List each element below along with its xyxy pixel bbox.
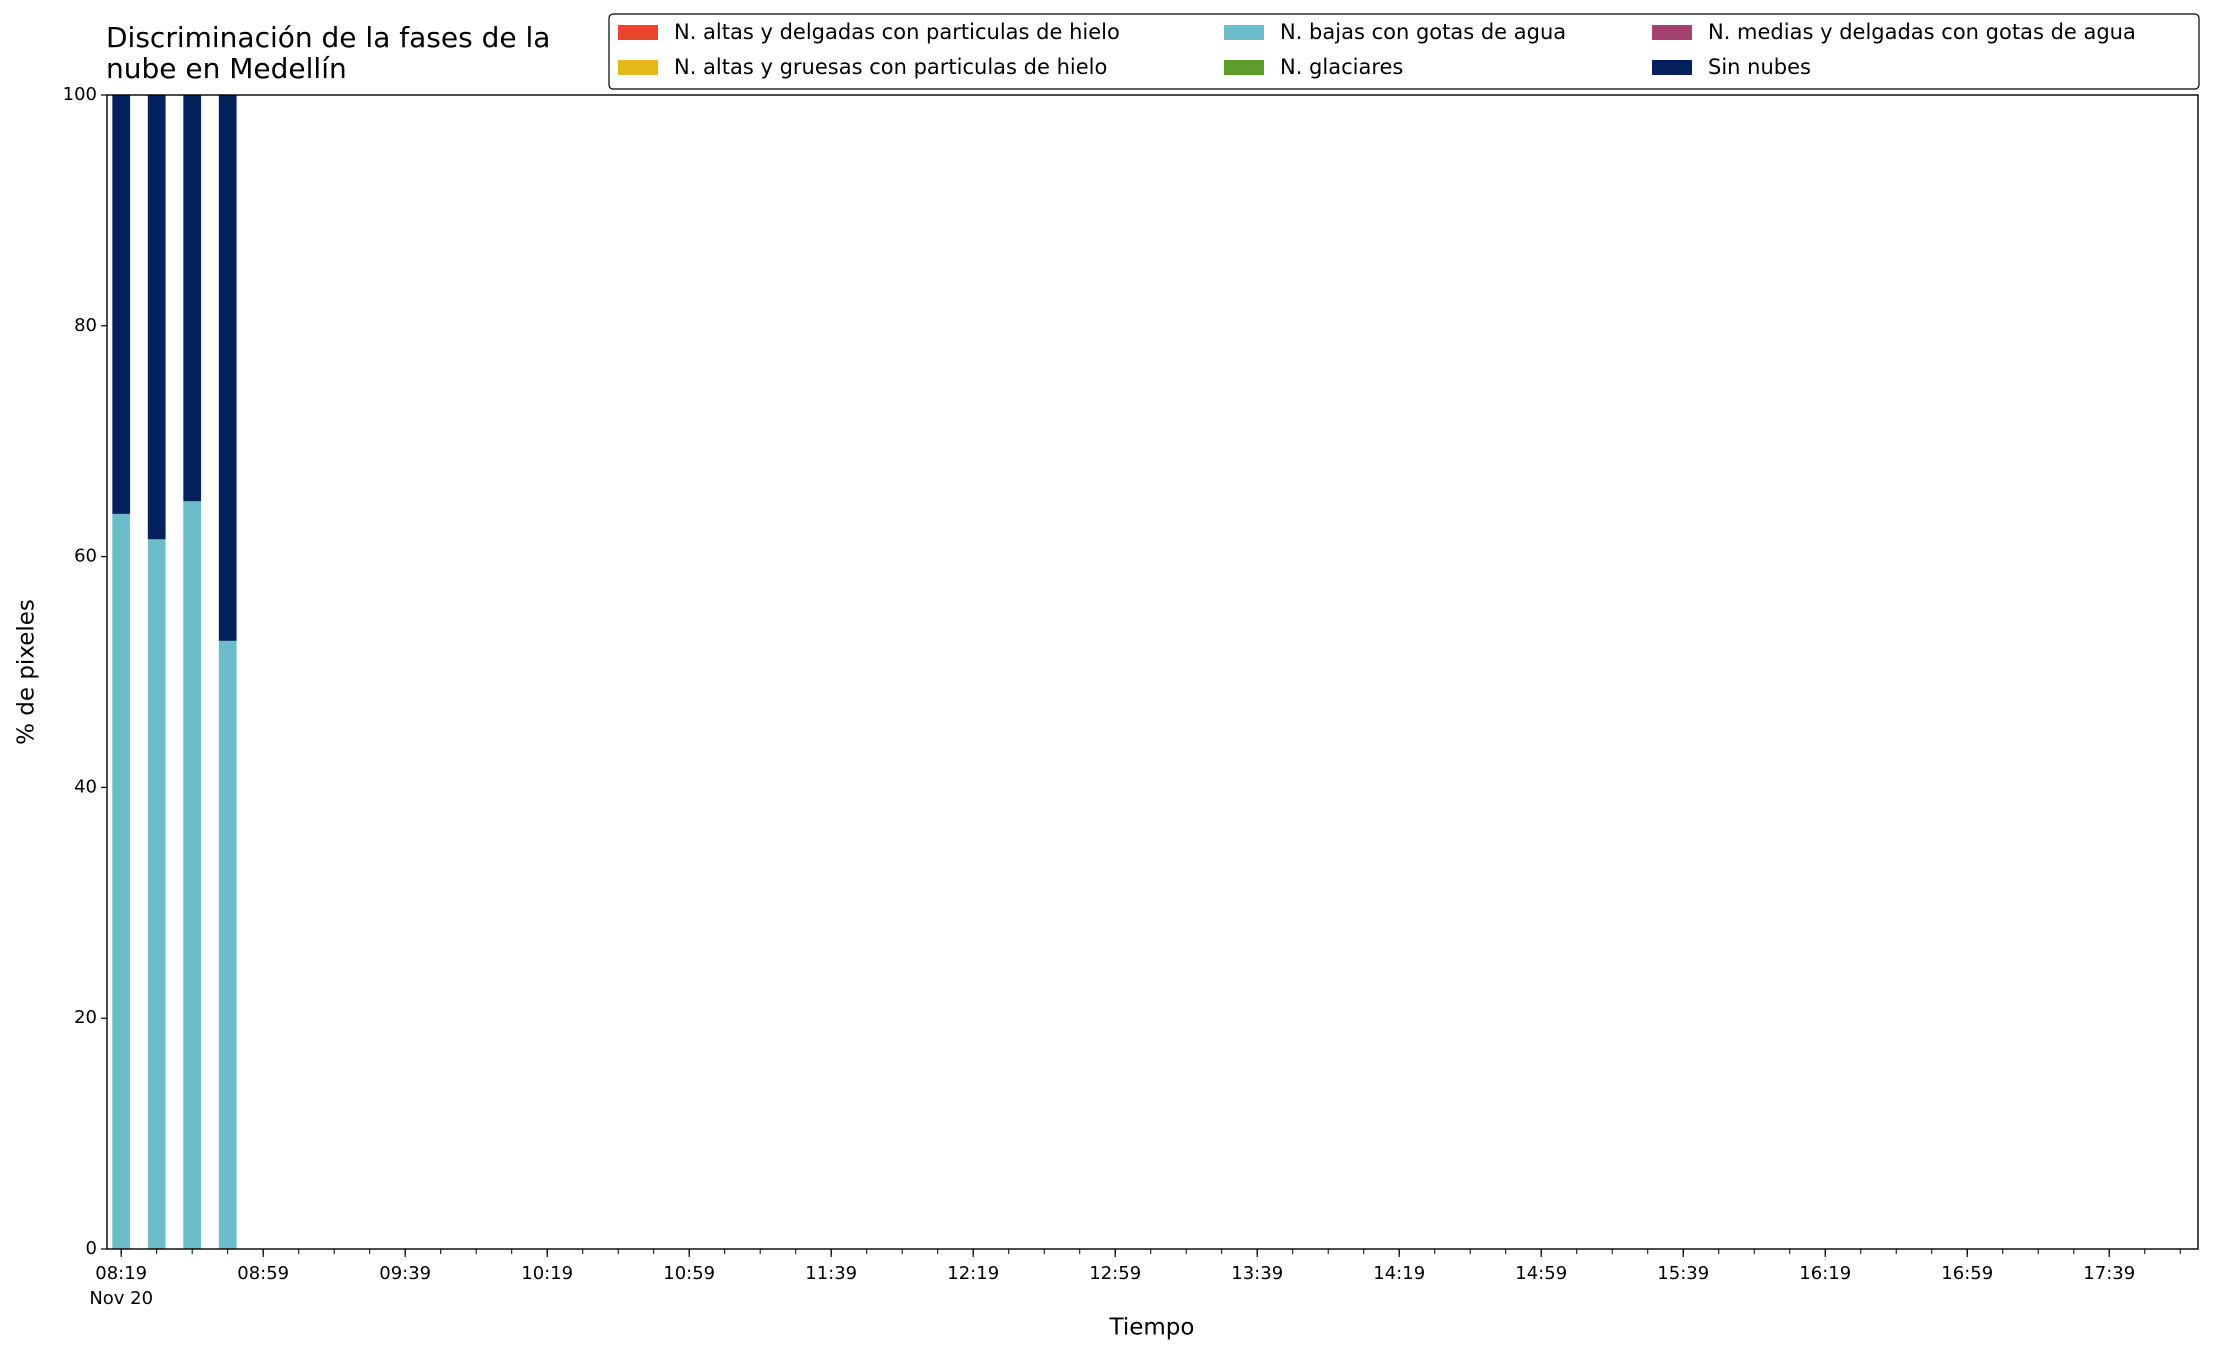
chart-title: Discriminación de la fases de la nube en… bbox=[106, 21, 551, 85]
x-tick-label: 17:39 bbox=[2083, 1263, 2135, 1284]
x-tick-label: 11:39 bbox=[805, 1263, 857, 1284]
x-tick-label: 10:19 bbox=[521, 1263, 573, 1284]
x-tick-label: 16:19 bbox=[1799, 1263, 1851, 1284]
y-tick-label: 80 bbox=[74, 315, 97, 336]
legend-swatch bbox=[1652, 25, 1692, 40]
x-tick-label: 14:59 bbox=[1515, 1263, 1567, 1284]
bar-segment bbox=[112, 513, 131, 1249]
bar-segment bbox=[147, 539, 166, 1249]
legend-label: N. altas y gruesas con particulas de hie… bbox=[674, 55, 1107, 79]
legend-swatch bbox=[1652, 60, 1692, 75]
legend-swatch bbox=[618, 60, 658, 75]
x-tick-label: 12:59 bbox=[1089, 1263, 1141, 1284]
legend-swatch bbox=[1224, 25, 1264, 40]
y-tick-label: 100 bbox=[63, 84, 97, 105]
x-date-label: Nov 20 bbox=[89, 1288, 153, 1309]
bar-segment bbox=[112, 95, 131, 514]
legend-label: Sin nubes bbox=[1708, 55, 1811, 79]
legend-swatch bbox=[618, 25, 658, 40]
legend-label: N. bajas con gotas de agua bbox=[1280, 20, 1566, 44]
bar-segment bbox=[218, 95, 237, 641]
x-tick-label: 09:39 bbox=[379, 1263, 431, 1284]
x-tick-label: 08:19 bbox=[95, 1263, 147, 1284]
bar-segment bbox=[183, 501, 202, 1249]
x-tick-label: 12:19 bbox=[947, 1263, 999, 1284]
legend: N. altas y delgadas con particulas de hi… bbox=[608, 13, 2200, 90]
x-tick-label: 10:59 bbox=[663, 1263, 715, 1284]
legend-swatch bbox=[1224, 60, 1264, 75]
bar-segment bbox=[147, 95, 166, 540]
bar-segment bbox=[183, 95, 202, 502]
y-axis-label: % de pixeles bbox=[14, 599, 40, 745]
x-tick-label: 08:59 bbox=[237, 1263, 289, 1284]
legend-label: N. glaciares bbox=[1280, 55, 1403, 79]
y-tick-label: 40 bbox=[74, 776, 97, 797]
bar-segment bbox=[218, 640, 237, 1249]
x-tick-label: 16:59 bbox=[1941, 1263, 1993, 1284]
x-tick-label: 14:19 bbox=[1373, 1263, 1425, 1284]
legend-label: N. altas y delgadas con particulas de hi… bbox=[674, 20, 1120, 44]
plot-frame bbox=[106, 94, 2199, 1250]
legend-label: N. medias y delgadas con gotas de agua bbox=[1708, 20, 2136, 44]
x-tick-label: 13:39 bbox=[1231, 1263, 1283, 1284]
y-tick-label: 0 bbox=[86, 1238, 97, 1259]
legend-box bbox=[608, 13, 2200, 90]
y-tick-label: 60 bbox=[74, 546, 97, 567]
x-tick-label: 15:39 bbox=[1657, 1263, 1709, 1284]
y-tick-label: 20 bbox=[74, 1007, 97, 1028]
x-axis-label: Tiempo bbox=[1109, 1315, 1195, 1341]
